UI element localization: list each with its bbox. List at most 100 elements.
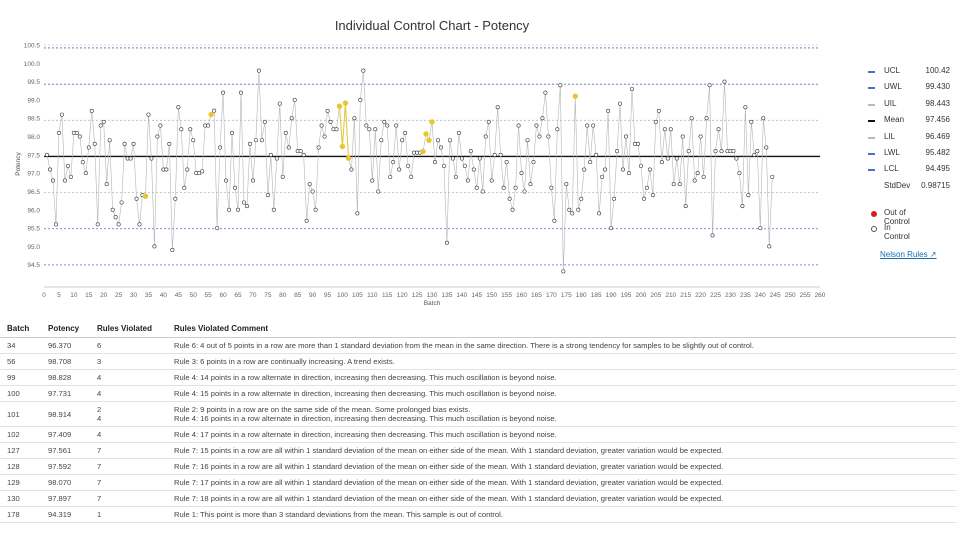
data-point xyxy=(247,141,252,146)
data-point xyxy=(53,222,58,227)
x-tick-label: 125 xyxy=(412,292,423,299)
cell-rules-violated: 7 xyxy=(90,458,167,475)
data-point xyxy=(265,193,270,198)
data-point xyxy=(277,101,282,106)
cell-batch: 99 xyxy=(0,369,41,386)
data-point xyxy=(519,171,524,176)
legend-label: LCL xyxy=(884,164,899,174)
data-point xyxy=(271,207,276,212)
nelson-rules-link[interactable]: Nelson Rules ↗ xyxy=(880,250,937,259)
data-point xyxy=(62,178,67,183)
data-point xyxy=(98,123,103,128)
y-tick-label: 97.5 xyxy=(27,152,40,159)
data-point xyxy=(570,211,575,216)
data-point xyxy=(292,97,297,102)
data-point xyxy=(182,185,187,190)
data-point xyxy=(582,167,587,172)
x-tick-label: 105 xyxy=(352,292,363,299)
data-point xyxy=(683,204,688,209)
cell-potency: 94.319 xyxy=(41,506,90,523)
legend-swatch xyxy=(868,103,875,106)
data-point xyxy=(650,193,655,198)
data-point xyxy=(540,116,545,121)
data-point xyxy=(173,196,178,201)
data-point xyxy=(435,138,440,143)
data-point xyxy=(680,134,685,139)
data-point xyxy=(385,123,390,128)
data-point xyxy=(525,138,530,143)
x-tick-label: 25 xyxy=(115,292,123,299)
data-point xyxy=(406,163,411,168)
x-tick-label: 190 xyxy=(606,292,617,299)
data-point xyxy=(623,134,628,139)
cell-potency: 97.409 xyxy=(41,426,90,443)
cell-batch: 127 xyxy=(0,442,41,459)
legend-value: 96.469 xyxy=(925,131,950,141)
data-point xyxy=(755,149,760,154)
data-point xyxy=(191,138,196,143)
x-tick-label: 60 xyxy=(219,292,227,299)
data-point xyxy=(588,160,593,165)
data-point xyxy=(224,178,229,183)
cell-comment: Rule 7: 18 points in a row are all withi… xyxy=(167,490,956,507)
cell-batch: 178 xyxy=(0,506,41,523)
data-point xyxy=(737,171,742,176)
data-point xyxy=(155,134,160,139)
cell-potency: 97.897 xyxy=(41,490,90,507)
cell-rules-violated: 4 xyxy=(90,369,167,386)
data-point xyxy=(710,233,715,238)
stddev-label: StdDev xyxy=(884,180,911,190)
cell-comment: Rule 4: 17 points in a row alternate in … xyxy=(167,426,956,443)
data-point xyxy=(185,167,190,172)
x-tick-label: 235 xyxy=(740,292,751,299)
data-point xyxy=(364,123,369,128)
data-point xyxy=(280,174,285,179)
data-point xyxy=(373,127,378,132)
legend-label: LWL xyxy=(884,147,900,157)
data-point xyxy=(367,127,372,132)
data-point xyxy=(403,130,408,135)
data-point xyxy=(152,244,157,249)
data-point xyxy=(74,130,79,135)
x-tick-label: 145 xyxy=(471,292,482,299)
data-point xyxy=(238,90,243,95)
data-point xyxy=(119,200,124,205)
data-point xyxy=(498,152,503,157)
data-point xyxy=(250,178,255,183)
y-axis-label: Potency xyxy=(15,152,22,176)
data-point xyxy=(301,152,306,157)
data-point xyxy=(274,156,279,161)
data-point xyxy=(629,86,634,91)
data-point xyxy=(101,119,106,124)
x-tick-label: 30 xyxy=(130,292,138,299)
data-point xyxy=(444,240,449,245)
cell-comment: Rule 7: 16 points in a row are all withi… xyxy=(167,458,956,475)
y-tick-label: 98.5 xyxy=(27,116,40,123)
data-point xyxy=(158,123,163,128)
flagged-point xyxy=(142,193,149,199)
data-point xyxy=(746,193,751,198)
data-point xyxy=(603,167,608,172)
data-point xyxy=(662,127,667,132)
data-point xyxy=(492,152,497,157)
data-point xyxy=(391,160,396,165)
data-point xyxy=(468,149,473,154)
x-tick-label: 50 xyxy=(190,292,198,299)
data-point xyxy=(259,138,264,143)
cell-potency: 98.914 xyxy=(41,401,90,427)
x-tick-label: 15 xyxy=(85,292,93,299)
data-point xyxy=(644,185,649,190)
data-point xyxy=(585,123,590,128)
legend-swatch xyxy=(868,71,875,73)
data-point xyxy=(480,189,485,194)
data-point xyxy=(477,156,482,161)
highlight-segment xyxy=(338,103,349,159)
data-point xyxy=(641,196,646,201)
data-point xyxy=(370,178,375,183)
data-point xyxy=(534,123,539,128)
data-point xyxy=(230,130,235,135)
data-point xyxy=(68,174,73,179)
data-point xyxy=(388,174,393,179)
flagged-point xyxy=(339,143,346,150)
